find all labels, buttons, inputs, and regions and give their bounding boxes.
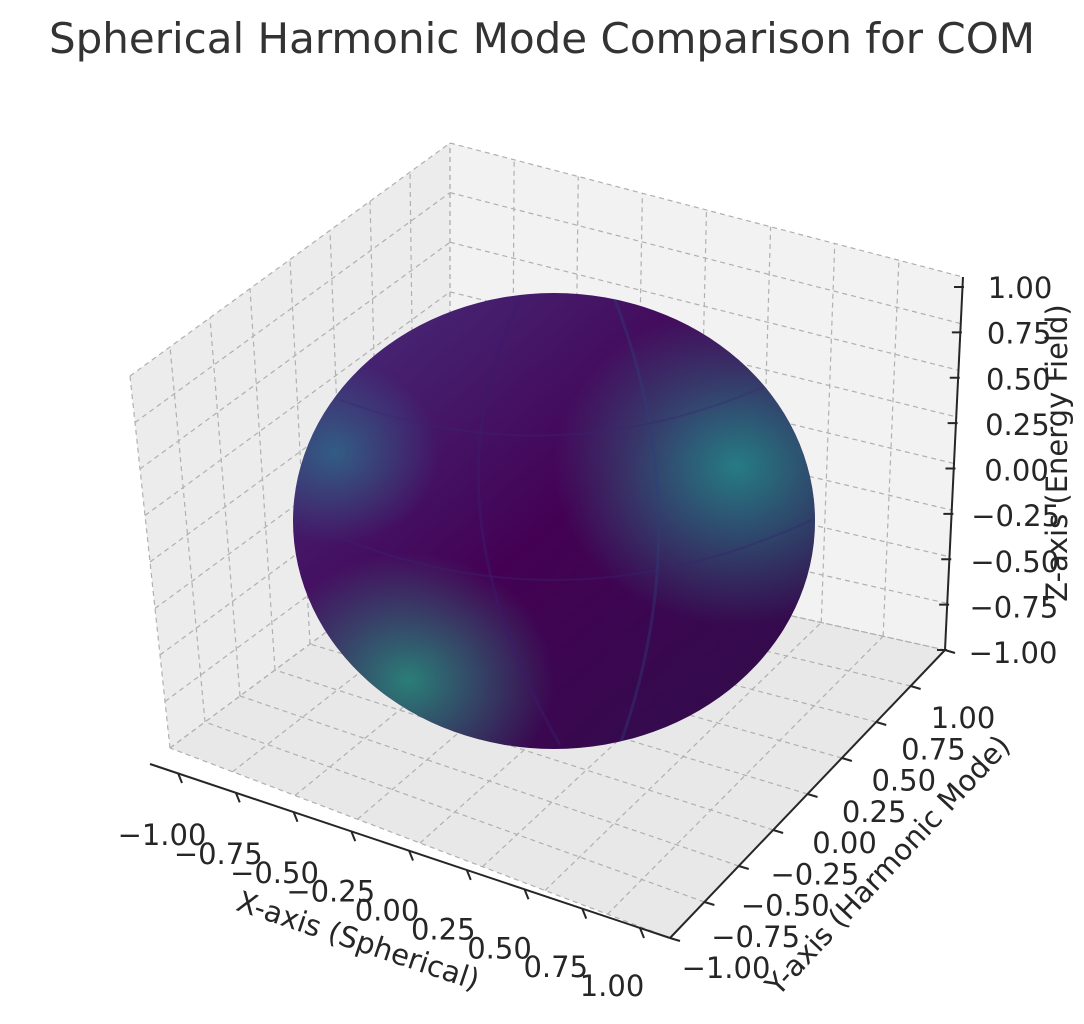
grid-line-z-side xyxy=(129,142,451,377)
z-tick-label: 1.00 xyxy=(988,271,1053,305)
y-tick-label: 0.75 xyxy=(901,732,966,766)
z-tick-label: −1.00 xyxy=(969,636,1058,670)
x-tick-mark xyxy=(639,927,645,939)
z-axis-line xyxy=(944,276,964,651)
grid-line-z-side xyxy=(144,291,451,516)
y-tick-mark xyxy=(704,901,715,906)
z-axis-label: Z-axis (Energy Field) xyxy=(1040,304,1074,601)
x-axis-ticks: −1.00−0.75−0.50−0.250.000.250.500.751.00 xyxy=(118,772,645,1003)
y-tick-label: 0.25 xyxy=(842,795,907,829)
x-tick-label: 0.25 xyxy=(411,912,476,946)
x-tick-label: 0.00 xyxy=(355,894,420,928)
y-tick-label: −0.25 xyxy=(770,857,859,891)
x-tick-label: 0.50 xyxy=(467,931,532,965)
grid-line-x-back xyxy=(820,243,836,623)
y-tick-label: 1.00 xyxy=(931,701,996,735)
z-tick-label: −0.50 xyxy=(970,545,1059,579)
y-tick-mark xyxy=(910,685,921,690)
grid-line-x-floor xyxy=(544,622,822,891)
z-tick-label: 0.00 xyxy=(984,454,1049,488)
y-tick-label: −1.00 xyxy=(682,951,771,985)
x-tick-label: −0.75 xyxy=(174,837,263,871)
grid-line-z-side xyxy=(139,241,451,470)
x-tick-mark xyxy=(523,888,530,900)
x-tick-label: 1.00 xyxy=(580,969,645,1003)
grid-line-z-back xyxy=(449,340,955,465)
x-tick-mark xyxy=(465,869,472,881)
x-tick-mark xyxy=(234,792,241,803)
grid-line-x-floor xyxy=(607,635,884,915)
y-tick-mark xyxy=(807,793,818,798)
y-axis-ticks: −1.00−0.75−0.50−0.250.000.250.500.751.00 xyxy=(669,649,996,985)
y-tick-label: −0.75 xyxy=(711,920,800,954)
y-tick-mark xyxy=(669,937,681,942)
y-tick-mark xyxy=(841,757,853,762)
z-tick-label: −0.75 xyxy=(969,590,1058,624)
grid-line-z-back xyxy=(449,241,959,371)
sphere-surface xyxy=(293,293,815,749)
x-tick-mark xyxy=(350,830,357,842)
x-tick-mark xyxy=(292,811,299,823)
chart-title: Spherical Harmonic Mode Comparison for C… xyxy=(49,14,1035,63)
y-tick-label: 0.00 xyxy=(812,826,877,860)
y-tick-label: 0.50 xyxy=(871,764,936,798)
x-tick-label: −1.00 xyxy=(118,818,207,852)
x-tick-mark xyxy=(408,850,414,861)
z-tick-label: 0.50 xyxy=(986,362,1051,396)
x-tick-label: 0.75 xyxy=(523,950,588,984)
grid-line-z-side xyxy=(134,192,451,423)
x-tick-mark xyxy=(177,772,183,784)
z-tick-label: 0.25 xyxy=(985,408,1050,442)
z-tick-label: 0.75 xyxy=(987,317,1052,351)
grid-line-z-back xyxy=(449,291,957,418)
grid-line-z-back xyxy=(449,192,961,325)
y-tick-label: −0.50 xyxy=(741,889,830,923)
z-axis-ticks: −1.00 −0.75 −0.50 −0.25 0.00 0.25 0.50 0.75 1.00 xyxy=(937,271,1060,670)
z-tick-label: −0.25 xyxy=(971,499,1060,533)
y-tick-mark xyxy=(875,721,887,726)
grid-line-y-floor xyxy=(169,747,671,939)
grid-line-z-back xyxy=(449,142,964,278)
x-tick-label: −0.25 xyxy=(286,875,375,909)
y-tick-mark xyxy=(772,829,784,834)
x-tick-mark xyxy=(581,908,588,919)
x-tick-label: −0.50 xyxy=(230,856,319,890)
y-tick-mark xyxy=(738,865,750,870)
